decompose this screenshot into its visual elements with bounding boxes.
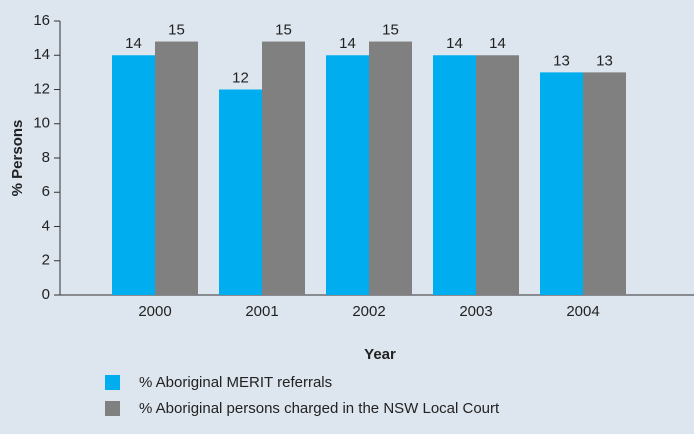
y-tick-label: 8 <box>42 149 50 166</box>
y-tick-label: 0 <box>42 286 50 303</box>
x-tick-label: 2004 <box>566 303 599 320</box>
value-label: 15 <box>382 22 399 39</box>
bar <box>155 41 198 295</box>
legend-label: % Aboriginal persons charged in the NSW … <box>139 400 500 417</box>
value-label: 13 <box>596 52 613 69</box>
y-tick-label: 12 <box>33 80 50 97</box>
value-label: 15 <box>168 22 185 39</box>
y-tick-label: 2 <box>42 252 50 269</box>
bar <box>219 89 262 295</box>
x-tick-label: 2002 <box>352 303 385 320</box>
bar <box>112 55 155 295</box>
value-label: 14 <box>125 35 142 52</box>
value-label: 12 <box>232 69 249 86</box>
y-tick-label: 6 <box>42 183 50 200</box>
y-tick-label: 4 <box>42 217 50 234</box>
value-label: 13 <box>553 52 570 69</box>
bar <box>433 55 476 295</box>
y-tick-label: 14 <box>33 46 50 63</box>
x-tick-label: 2003 <box>459 303 492 320</box>
bar <box>369 41 412 295</box>
bar <box>540 72 583 295</box>
x-tick-label: 2001 <box>245 303 278 320</box>
bar <box>583 72 626 295</box>
value-label: 15 <box>275 22 292 39</box>
x-axis-label: Year <box>364 346 396 363</box>
value-label: 14 <box>339 35 356 52</box>
y-tick-label: 16 <box>33 12 50 29</box>
y-axis-label: % Persons <box>9 120 26 197</box>
bar <box>476 55 519 295</box>
value-label: 14 <box>489 35 506 52</box>
legend-swatch <box>105 401 120 416</box>
value-label: 14 <box>446 35 463 52</box>
y-tick-label: 10 <box>33 115 50 132</box>
bar <box>262 41 305 295</box>
legend-label: % Aboriginal MERIT referrals <box>139 374 332 391</box>
x-tick-label: 2000 <box>138 303 171 320</box>
legend-swatch <box>105 375 120 390</box>
bar <box>326 55 369 295</box>
